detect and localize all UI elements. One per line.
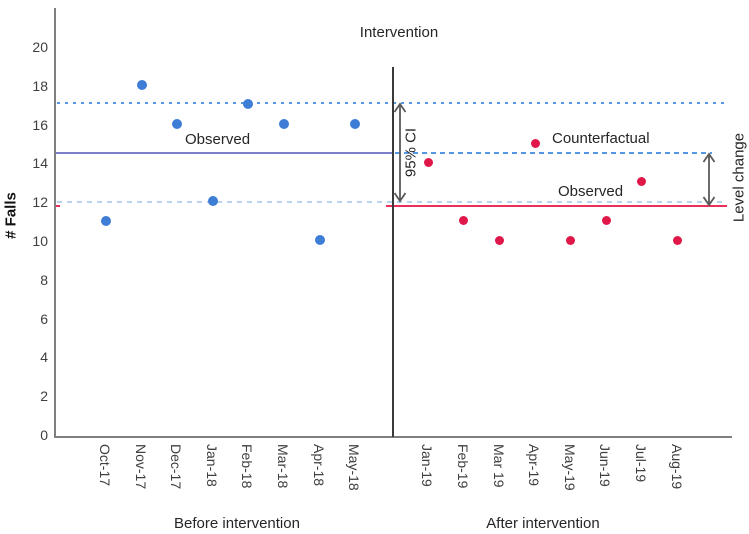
counterfactual-label: Counterfactual bbox=[552, 130, 650, 147]
after-intervention-group-label: After intervention bbox=[486, 515, 600, 532]
ci-lower-dashed-line bbox=[57, 201, 726, 203]
x-tick-label-jan-18: Jan-18 bbox=[203, 444, 220, 487]
x-tick-label-apr-19: Apr-19 bbox=[526, 444, 543, 487]
observed-mean-after-line bbox=[386, 205, 727, 207]
y-axis-title: # Falls bbox=[2, 192, 20, 239]
x-tick-label-may-18: May-18 bbox=[346, 444, 363, 491]
x-tick-label-jan-19: Jan-19 bbox=[419, 444, 436, 487]
data-point-jun-19 bbox=[601, 216, 611, 226]
x-tick-label-feb-19: Feb-19 bbox=[454, 444, 471, 489]
y-tick-label: 16 bbox=[32, 116, 48, 133]
y-tick-label: 18 bbox=[32, 77, 48, 94]
data-point-mar-19 bbox=[495, 235, 504, 245]
data-point-apr-19 bbox=[530, 138, 540, 148]
y-tick-label: 0 bbox=[40, 427, 48, 443]
x-tick-label-jun-19: Jun-19 bbox=[597, 444, 614, 487]
x-tick-label-nov-17: Nov-17 bbox=[132, 444, 149, 490]
y-tick-label: 4 bbox=[40, 349, 48, 366]
y-tick-label: 6 bbox=[40, 310, 48, 327]
x-tick-label-feb-18: Feb-18 bbox=[239, 444, 256, 489]
x-tick-label-mar-18: Mar-18 bbox=[275, 444, 291, 489]
x-tick-label-apr-18: Apr-18 bbox=[310, 444, 327, 487]
y-tick-label: 2 bbox=[40, 388, 48, 405]
data-point-jul-19 bbox=[637, 177, 647, 187]
y-axis-line bbox=[54, 8, 56, 437]
x-axis-line bbox=[54, 436, 732, 438]
data-point-jan-18 bbox=[207, 196, 218, 207]
y-tick-label: 12 bbox=[32, 194, 48, 211]
data-point-feb-19 bbox=[459, 216, 469, 226]
data-point-jan-19 bbox=[423, 157, 433, 167]
observed-after-label: Observed bbox=[558, 183, 624, 200]
level-change-label: Level change bbox=[730, 132, 748, 223]
data-point-apr-18 bbox=[314, 235, 325, 246]
observed-mean-before-line bbox=[56, 152, 393, 154]
x-tick-label-may-19: May-19 bbox=[561, 444, 578, 491]
x-tick-label-oct-17: Oct-17 bbox=[97, 444, 113, 487]
data-point-may-19 bbox=[566, 235, 576, 245]
data-point-may-18 bbox=[350, 118, 361, 129]
observed-before-label: Observed bbox=[185, 131, 251, 148]
data-point-mar-18 bbox=[279, 118, 289, 129]
y-tick-label: 10 bbox=[32, 233, 48, 249]
level-change-arrow bbox=[702, 152, 716, 207]
y-tick-label: 20 bbox=[32, 39, 48, 55]
data-point-dec-17 bbox=[172, 118, 183, 129]
x-tick-label-jul-19: Jul-19 bbox=[632, 444, 649, 483]
x-tick-label-aug-19: Aug-19 bbox=[668, 444, 685, 490]
data-point-oct-17 bbox=[101, 215, 111, 226]
ci-label: 95% CI bbox=[402, 127, 420, 178]
intervention-vertical-line bbox=[392, 67, 394, 437]
data-point-feb-18 bbox=[243, 99, 254, 110]
x-tick-label-mar-19: Mar 19 bbox=[490, 444, 507, 488]
data-point-nov-17 bbox=[136, 79, 147, 90]
data-point-aug-19 bbox=[673, 235, 682, 245]
x-tick-label-dec-17: Dec-17 bbox=[168, 444, 185, 490]
counterfactual-dashed-line bbox=[395, 152, 712, 154]
ci-range-arrow bbox=[393, 102, 406, 203]
before-intervention-group-label: Before intervention bbox=[174, 515, 300, 532]
chart-title: Intervention bbox=[359, 24, 439, 41]
y-tick-label: 8 bbox=[40, 271, 48, 288]
observed-mean-after-axis-tick bbox=[56, 205, 60, 207]
y-tick-label: 14 bbox=[32, 155, 48, 172]
